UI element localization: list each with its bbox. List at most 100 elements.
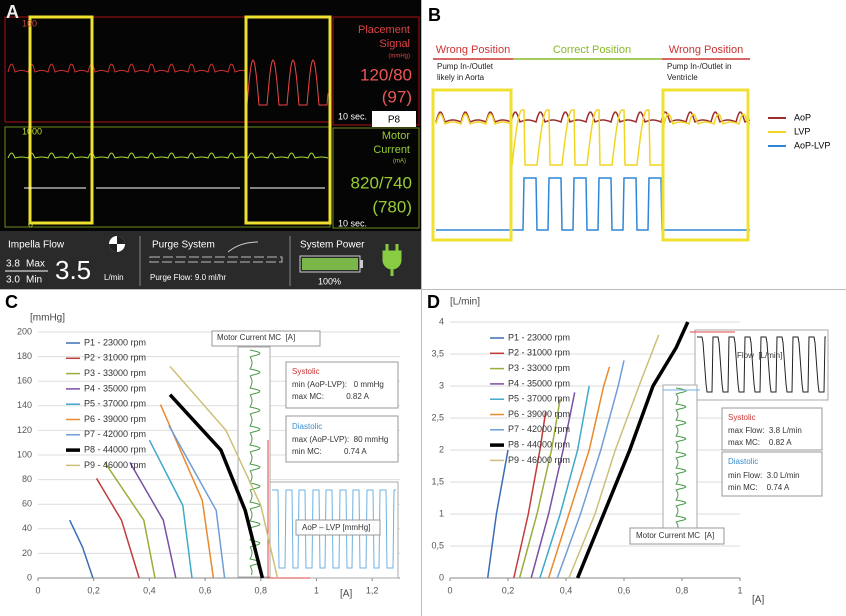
highlight-box — [28, 15, 94, 225]
x-tick-label: 0,2 — [87, 585, 100, 595]
legend-label: P5 - 37000 rpm — [84, 399, 146, 409]
inset — [662, 384, 698, 531]
time-scale: 10 sec. — [338, 111, 367, 121]
series-line — [547, 366, 611, 579]
legend-label: P1 - 23000 rpm — [508, 332, 570, 342]
waveform — [436, 177, 750, 231]
inset — [694, 329, 829, 401]
legend-label: P8 - 44000 rpm — [508, 439, 570, 449]
power-value: 100% — [318, 276, 341, 286]
battery-level — [302, 258, 358, 270]
annotation-box — [211, 330, 321, 347]
legend-label: P6 - 39000 rpm — [508, 409, 570, 419]
annotation: Correct Position — [553, 44, 631, 56]
flow-icon — [109, 236, 125, 252]
annotation-box — [295, 519, 381, 536]
legend-label: P2 - 31000 rpm — [508, 348, 570, 358]
x-tick-label: 0,6 — [199, 585, 212, 595]
series-line — [169, 365, 279, 579]
signal-title: Placement — [358, 24, 410, 36]
annotation-box — [629, 527, 725, 545]
x-tick-label: 1,2 — [366, 585, 379, 595]
x-tick-label: 1 — [314, 585, 319, 595]
series-line — [486, 449, 509, 579]
series-line — [518, 398, 561, 579]
series-line — [513, 411, 547, 579]
waveform — [7, 63, 246, 73]
time-scale: 10 sec. — [338, 218, 367, 228]
series-line — [568, 334, 660, 579]
y-tick-label: 160 — [17, 376, 32, 386]
series-line — [168, 393, 265, 579]
inset-waveform — [272, 489, 396, 569]
y-tick-label: 0 — [439, 572, 444, 582]
y-axis-label: [L/min] — [450, 297, 480, 308]
purge-bar — [149, 256, 283, 263]
level-box — [372, 111, 416, 127]
legend-label: P4 - 35000 rpm — [84, 383, 146, 393]
y-tick-label: 3,5 — [431, 348, 444, 358]
legend-label: P6 - 39000 rpm — [84, 414, 146, 424]
legend-label: LVP — [794, 126, 810, 136]
y-tick-label: 60 — [22, 499, 32, 509]
y-tick-label: 3 — [439, 380, 444, 390]
x-tick-label: 0,4 — [560, 585, 573, 595]
signal-title: Signal — [379, 38, 410, 50]
highlight-box — [244, 15, 332, 225]
x-tick-label: 0 — [35, 585, 40, 595]
current-value-frame — [332, 127, 420, 229]
x-axis-label: [A] — [752, 595, 764, 606]
series-line — [539, 385, 590, 579]
scale-label: 160 — [22, 18, 37, 28]
legend-label: P5 - 37000 rpm — [508, 394, 570, 404]
series-line — [129, 462, 177, 579]
purge-icon — [227, 241, 259, 253]
series-line — [104, 461, 156, 579]
series-line — [530, 392, 576, 579]
flow-max-label: Max — [26, 259, 45, 270]
annotation: Wrong Position — [436, 44, 510, 56]
scale-label: 1000 — [22, 126, 42, 136]
plug-icon — [382, 244, 402, 276]
purge-flow: Purge Flow: 9.0 ml/hr — [150, 273, 226, 282]
annotation: Wrong Position — [669, 44, 743, 56]
annotation: max Flow: 3.8 L/min — [728, 426, 802, 435]
y-tick-label: 2,5 — [431, 412, 444, 422]
inset — [237, 346, 271, 578]
annotation: likely in Aorta — [437, 73, 485, 82]
legend-label: P9 - 46000 rpm — [508, 455, 570, 465]
annotation: max MC: 0.82 A — [292, 392, 370, 401]
y-tick-label: 20 — [22, 548, 32, 558]
annotation: max (AoP-LVP): 80 mmHg — [292, 435, 388, 444]
series-line — [575, 321, 690, 579]
current-value: 820/740 — [351, 173, 412, 192]
y-tick-label: 180 — [17, 351, 32, 361]
legend-label: P7 - 42000 rpm — [84, 429, 146, 439]
legend-label: AoP-LVP — [794, 140, 830, 150]
annotation: Systolic — [728, 413, 756, 422]
waveform — [435, 109, 751, 166]
y-tick-label: 40 — [22, 523, 32, 533]
waveform — [7, 152, 329, 159]
flow-title: Impella Flow — [8, 240, 65, 251]
power-title: System Power — [300, 240, 365, 251]
series-line — [69, 519, 94, 579]
level: P8 — [388, 115, 401, 126]
legend-label: P4 - 35000 rpm — [508, 378, 570, 388]
flow-unit: L/min — [104, 273, 124, 282]
annotation: min (AoP-LVP): 0 mmHg — [292, 380, 384, 389]
signal-unit: (mmHg) — [388, 54, 410, 60]
annotation: Diastolic — [292, 422, 322, 431]
x-tick-label: 0,6 — [618, 585, 631, 595]
annotation: max MC: 0.82 A — [728, 438, 792, 447]
legend-label: P3 - 33000 rpm — [508, 363, 570, 373]
panel-label: A — [6, 2, 19, 22]
signal-value: 120/80 — [360, 65, 412, 84]
series-line — [556, 360, 625, 579]
legend-label: P2 - 31000 rpm — [84, 353, 146, 363]
waveform — [246, 59, 329, 106]
annotation: Pump In-/Outlet — [437, 62, 494, 71]
panel-label: B — [428, 5, 441, 25]
legend-label: P9 - 46000 rpm — [84, 460, 146, 470]
